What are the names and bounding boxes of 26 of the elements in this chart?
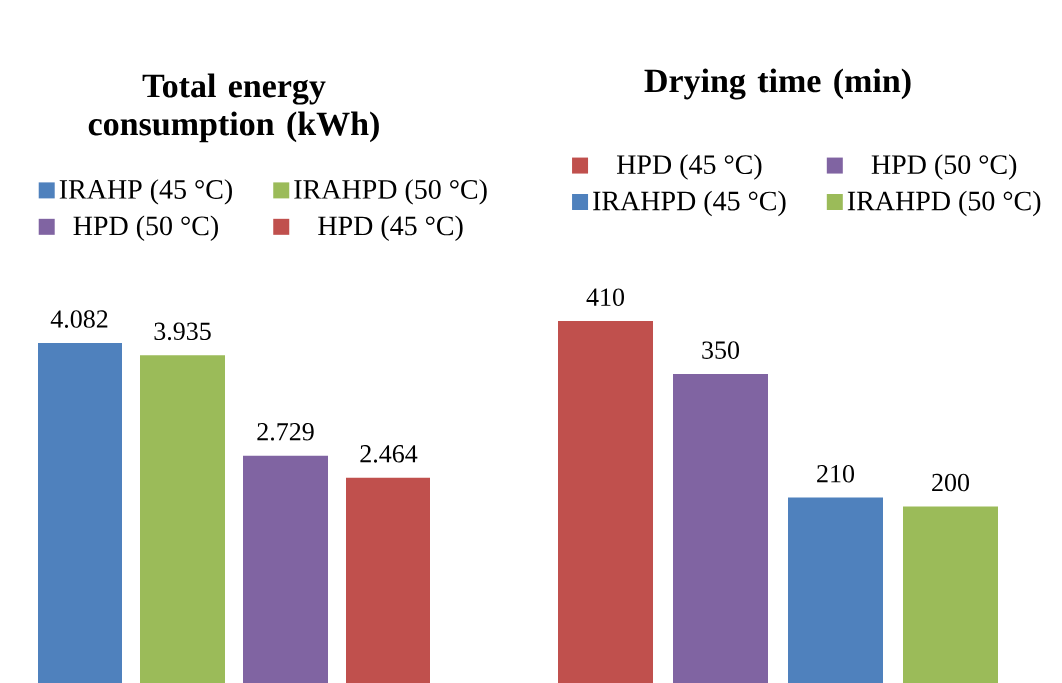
legend-label: HPD (45 °C) xyxy=(616,154,762,180)
bar xyxy=(673,373,768,683)
data-label: 350 xyxy=(702,341,740,359)
bar xyxy=(38,342,122,683)
legend-label: IRAHPD (45 °C) xyxy=(593,190,786,217)
chart-title: Drying time (min) xyxy=(644,68,911,100)
chart-title: Total energy consumption (kWh) xyxy=(88,73,379,143)
legend-label: HPD (50 °C) xyxy=(73,215,218,241)
data-label: 210 xyxy=(817,464,855,483)
bar xyxy=(243,455,328,683)
data-label: 4.082 xyxy=(50,310,108,328)
legend-label: IRAHPD (50 °C) xyxy=(294,179,487,205)
bar xyxy=(788,497,883,683)
data-label: 200 xyxy=(932,473,970,492)
bar xyxy=(558,320,653,683)
data-label: 3.935 xyxy=(154,322,211,341)
data-label: 2.729 xyxy=(257,423,314,441)
legend-label: IRAHPD (50 °C) xyxy=(847,190,1041,217)
bar xyxy=(140,355,225,683)
legend-label: HPD (50 °C) xyxy=(871,154,1017,180)
data-label: 410 xyxy=(586,288,625,306)
data-label: 2.464 xyxy=(360,445,418,463)
legend-label: HPD (45 °C) xyxy=(318,215,463,241)
legend-label: IRAHP (45 °C) xyxy=(59,179,232,205)
bar xyxy=(903,506,998,683)
bar xyxy=(346,477,430,683)
